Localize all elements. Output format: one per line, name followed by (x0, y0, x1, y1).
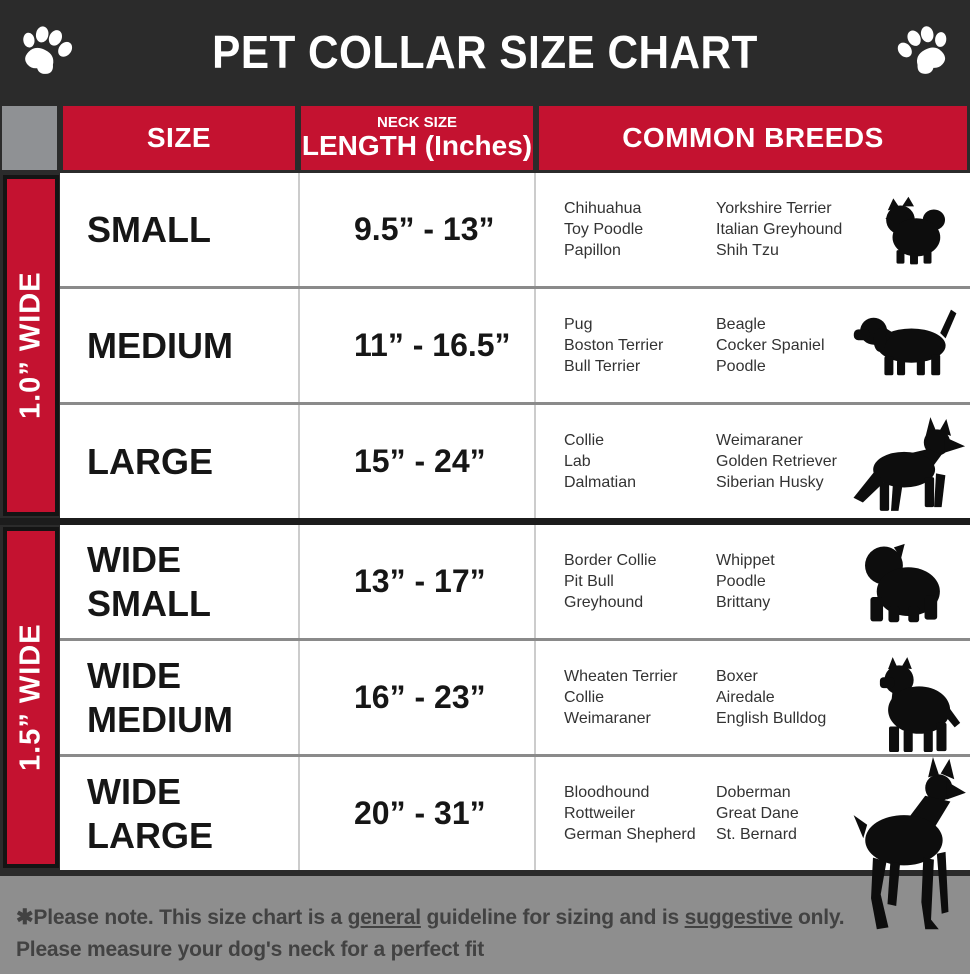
group-divider (0, 518, 970, 525)
breed-list: Chihuahua Toy Poodle Papillon (564, 199, 644, 260)
breed-list: Pug Boston Terrier Bull Terrier (564, 315, 664, 376)
breed-list: Bloodhound Rottweiler German Shepherd (564, 783, 696, 844)
table-row-large: LARGE 15” - 24” Collie Lab Dalmatian Wei… (60, 402, 970, 518)
header-length: NECK SIZE LENGTH (Inches) (301, 106, 533, 170)
size-label: WIDE LARGE (87, 770, 213, 856)
shepherd-icon (846, 415, 966, 513)
length-value: 9.5” - 13” (298, 173, 534, 286)
group-2-label: 1.5” WIDE (3, 527, 59, 868)
pitbull-icon (858, 657, 962, 754)
table-row-small: SMALL 9.5” - 13” Chihuahua Toy Poodle Pa… (60, 173, 970, 286)
breed-list: Beagle Cocker Spaniel Poodle (716, 315, 825, 376)
breeds-cell: Bloodhound Rottweiler German Shepherd Do… (534, 757, 970, 930)
beagle-icon (850, 306, 962, 378)
length-value: 15” - 24” (298, 405, 534, 518)
paw-icon (892, 21, 954, 83)
length-value: 20” - 31” (298, 757, 534, 870)
group-1-rail: 1.0” WIDE (0, 173, 60, 518)
size-label: WIDE MEDIUM (87, 654, 233, 740)
table-row-medium: MEDIUM 11” - 16.5” Pug Boston Terrier Bu… (60, 286, 970, 402)
length-value: 13” - 17” (298, 525, 534, 638)
doberman-icon (838, 757, 966, 937)
footer-note-line1: ✱Please note. This size chart is a gener… (16, 906, 845, 929)
table-row-wide-medium: WIDE MEDIUM 16” - 23” Wheaten Terrier Co… (60, 638, 970, 754)
breeds-cell: Chihuahua Toy Poodle Papillon Yorkshire … (534, 173, 970, 286)
size-label: MEDIUM (87, 324, 233, 366)
header-corner-cell (2, 106, 57, 170)
breed-list: Whippet Poodle Brittany (716, 551, 775, 612)
underlined-word: general (347, 906, 422, 929)
pomeranian-icon (874, 196, 954, 266)
underlined-word: suggestive (684, 906, 793, 929)
paw-icon (16, 21, 78, 83)
length-value: 16” - 23” (298, 641, 534, 754)
breed-list: Border Collie Pit Bull Greyhound (564, 551, 657, 612)
breeds-cell: Border Collie Pit Bull Greyhound Whippet… (534, 525, 970, 638)
breed-list: Yorkshire Terrier Italian Greyhound Shih… (716, 199, 843, 260)
group-1-label: 1.0” WIDE (3, 175, 59, 516)
breeds-cell: Collie Lab Dalmatian Weimaraner Golden R… (534, 405, 970, 518)
length-value: 11” - 16.5” (298, 289, 534, 402)
size-label: LARGE (87, 440, 213, 482)
group-1-inch-wide: 1.0” WIDE SMALL 9.5” - 13” Chihuahua Toy… (0, 173, 970, 518)
breed-list: Boxer Airedale English Bulldog (716, 667, 827, 728)
footer-note: ✱Please note. This size chart is a gener… (0, 876, 970, 974)
table-header-row: SIZE NECK SIZE LENGTH (Inches) COMMON BR… (0, 106, 970, 170)
size-chart-table: 1.0” WIDE SMALL 9.5” - 13” Chihuahua Toy… (0, 173, 970, 930)
breed-list: Doberman Great Dane St. Bernard (716, 783, 799, 844)
size-label: SMALL (87, 208, 211, 250)
breed-list: Wheaten Terrier Collie Weimaraner (564, 667, 678, 728)
table-row-wide-large: WIDE LARGE 20” - 31” Bloodhound Rottweil… (60, 754, 970, 930)
breed-list: Weimaraner Golden Retriever Siberian Hus… (716, 431, 837, 492)
footer-note-line2: Please measure your dog's neck for a per… (16, 937, 485, 961)
breeds-cell: Wheaten Terrier Collie Weimaraner Boxer … (534, 641, 970, 754)
breeds-cell: Pug Boston Terrier Bull Terrier Beagle C… (534, 289, 970, 402)
group-1-5-inch-wide: 1.5” WIDE WIDE SMALL 13” - 17” Border Co… (0, 525, 970, 930)
page-title: PET COLLAR SIZE CHART (212, 25, 758, 78)
bulldog-icon (856, 541, 948, 626)
breed-list: Collie Lab Dalmatian (564, 431, 637, 492)
header-neck-size: NECK SIZE (376, 114, 457, 132)
group-2-rail: 1.5” WIDE (0, 525, 60, 870)
title-bar: PET COLLAR SIZE CHART (0, 0, 970, 103)
size-label: WIDE SMALL (87, 538, 211, 624)
header-size: SIZE (63, 106, 295, 170)
header-length-inches: LENGTH (Inches) (301, 130, 533, 162)
header-common-breeds: COMMON BREEDS (539, 106, 967, 170)
table-row-wide-small: WIDE SMALL 13” - 17” Border Collie Pit B… (60, 525, 970, 638)
